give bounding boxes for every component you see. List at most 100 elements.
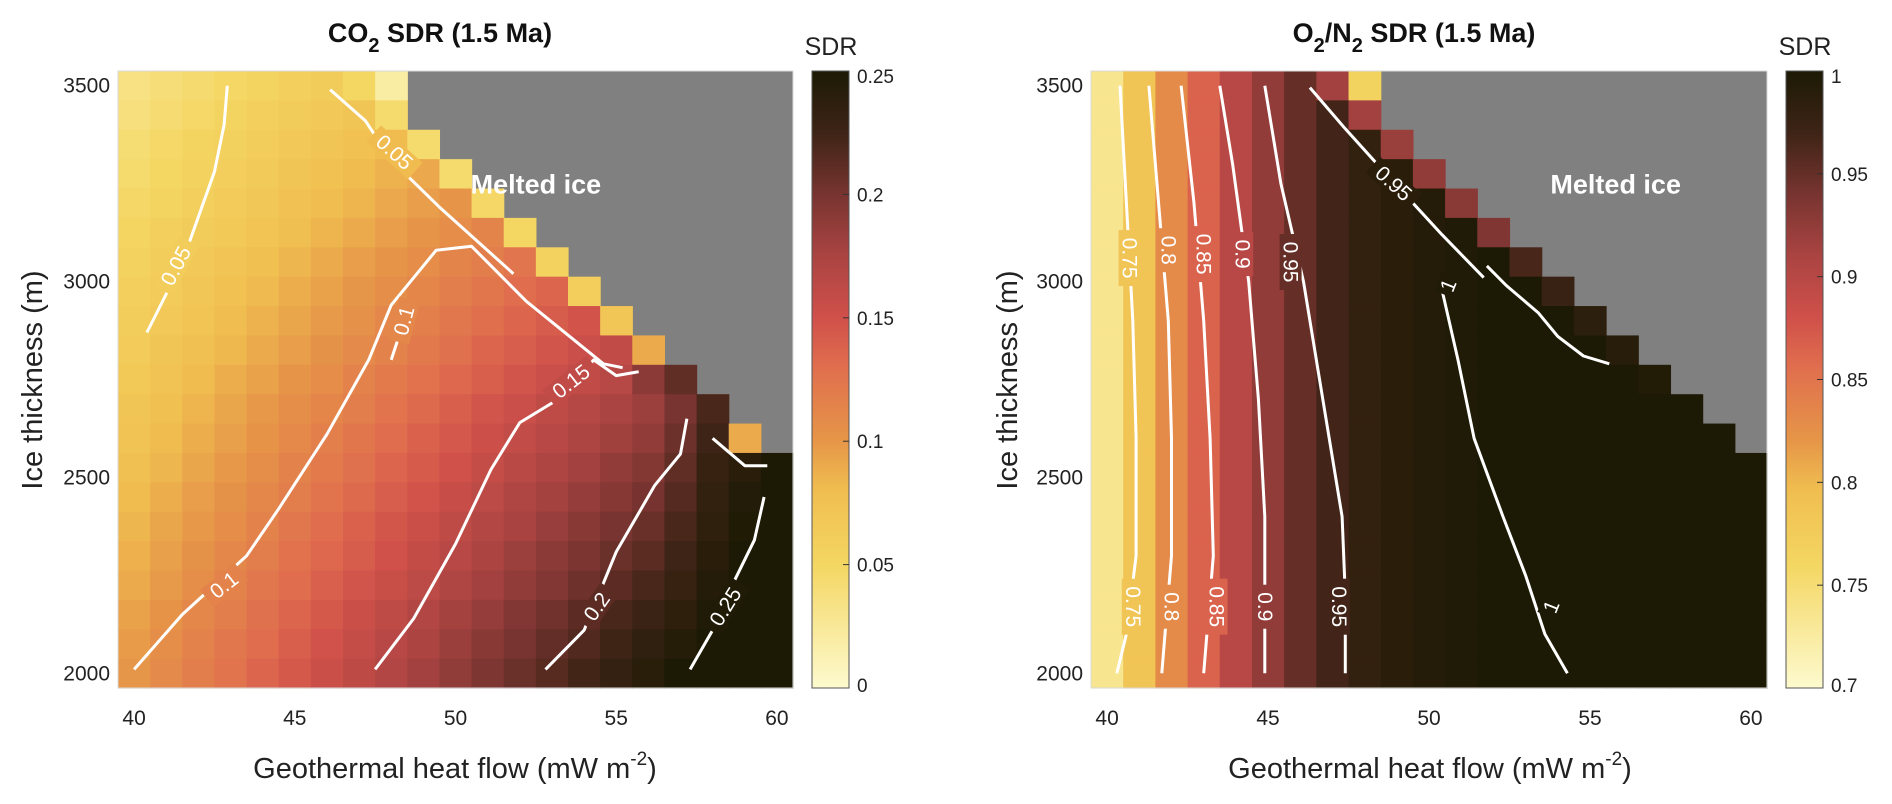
heatmap-cell xyxy=(214,423,248,454)
heatmap-cell xyxy=(1219,452,1253,483)
heatmap-cell xyxy=(1573,658,1607,689)
heatmap-cell xyxy=(1284,482,1317,513)
heatmap-cell xyxy=(503,217,537,248)
heatmap-cell xyxy=(375,364,408,395)
heatmap-cell xyxy=(150,599,183,630)
heatmap-cell xyxy=(1091,159,1124,190)
heatmap-cell xyxy=(1091,394,1124,425)
heatmap-cell xyxy=(310,599,344,630)
heatmap-cell xyxy=(1091,247,1124,278)
heatmap-cell xyxy=(632,364,666,395)
heatmap-cell xyxy=(1123,129,1156,160)
heatmap-cell xyxy=(118,364,151,395)
heatmap-cell xyxy=(664,570,698,601)
heatmap-cell xyxy=(1541,511,1575,542)
y-axis-label: Ice thickness (m) xyxy=(17,270,49,489)
contour-label-text: 0.9 xyxy=(1253,592,1276,621)
heatmap-cell xyxy=(1573,364,1607,395)
heatmap-cell xyxy=(1445,394,1478,425)
heatmap-cell xyxy=(1670,629,1704,660)
heatmap-cell xyxy=(150,71,183,101)
heatmap-cell xyxy=(1380,658,1414,689)
heatmap-cell xyxy=(343,188,376,219)
heatmap-cell xyxy=(503,452,537,483)
heatmap-cell xyxy=(568,452,601,483)
heatmap-cell xyxy=(696,511,730,542)
heatmap-cell xyxy=(1155,335,1189,366)
heatmap-cell xyxy=(1187,452,1221,483)
heatmap-cell xyxy=(246,276,280,307)
heatmap-cell xyxy=(1187,71,1221,101)
heatmap-cell xyxy=(246,100,280,131)
heatmap-cell xyxy=(1509,452,1543,483)
heatmap-cell xyxy=(600,394,633,425)
heatmap-cell xyxy=(214,100,248,131)
contour-label-gap xyxy=(1365,156,1422,211)
heatmap-cell xyxy=(1155,306,1189,337)
heatmap-cell xyxy=(407,394,441,425)
heatmap-cell xyxy=(1348,452,1382,483)
heatmap-cell xyxy=(1638,482,1672,513)
contour-label: 0.8 xyxy=(1160,584,1183,629)
heatmap-cell xyxy=(1670,423,1704,454)
contour-label-gap xyxy=(366,125,423,180)
heatmap-cell xyxy=(1670,570,1704,601)
heatmap-cell xyxy=(278,570,312,601)
heatmap-cell xyxy=(503,482,537,513)
heatmap-cell xyxy=(246,452,280,483)
heatmap-cell xyxy=(1477,276,1511,307)
heatmap-cell xyxy=(1541,335,1575,366)
heatmap-cell xyxy=(150,394,183,425)
heatmap-cell xyxy=(1284,599,1317,630)
heatmap-cell xyxy=(1445,188,1478,219)
heatmap-cell xyxy=(1091,100,1124,131)
heatmap-cell xyxy=(535,541,569,572)
plot-frame xyxy=(1090,70,1768,689)
heatmap-cell xyxy=(1541,394,1575,425)
heatmap-cell xyxy=(1251,188,1285,219)
heatmap-cell xyxy=(182,511,216,542)
heatmap-cell xyxy=(1541,276,1575,307)
heatmap-cell xyxy=(1219,364,1253,395)
heatmap-cell xyxy=(375,100,408,131)
heatmap-cell xyxy=(1284,541,1317,572)
contour-label-gap xyxy=(542,355,601,408)
heatmap-cell xyxy=(343,306,376,337)
heatmap-cell xyxy=(375,394,408,425)
heatmap-cell xyxy=(214,658,248,689)
contour-label-gap xyxy=(1157,228,1180,273)
heatmap-cell xyxy=(760,599,794,630)
heatmap-cell xyxy=(664,394,698,425)
heatmap-cell xyxy=(310,276,344,307)
heatmap-cell xyxy=(310,364,344,395)
contour-label-gap xyxy=(1121,578,1144,635)
colorbar-tick-label: 0.7 xyxy=(1831,676,1857,697)
heatmap-cell xyxy=(1445,658,1478,689)
heatmap-cell xyxy=(150,423,183,454)
heatmap-cell xyxy=(375,247,408,278)
heatmap-cell xyxy=(1606,658,1639,689)
heatmap-cell xyxy=(1477,599,1511,630)
heatmap-cell xyxy=(632,658,666,689)
heatmap-cell xyxy=(1251,629,1285,660)
heatmap-cell xyxy=(471,335,505,366)
contour-label-gap xyxy=(701,577,750,637)
heatmap-cell xyxy=(439,423,473,454)
heatmap-cell xyxy=(728,658,762,689)
heatmap-cell xyxy=(439,276,473,307)
heatmap-cell xyxy=(1251,306,1285,337)
heatmap-cell xyxy=(1348,364,1382,395)
heatmap-cell xyxy=(1123,482,1156,513)
heatmap-cell xyxy=(471,364,505,395)
heatmap-cell xyxy=(1219,129,1253,160)
heatmap-cell xyxy=(1380,452,1414,483)
contour-label: 0.85 xyxy=(1205,578,1228,635)
heatmap-cell xyxy=(600,423,633,454)
heatmap-cell xyxy=(1251,658,1285,689)
heatmap-cell xyxy=(1316,423,1350,454)
heatmap-cell xyxy=(1316,217,1350,248)
colorbar-tick-label: 0.15 xyxy=(857,309,894,330)
colorbar-gradient xyxy=(811,70,850,689)
heatmap-cell xyxy=(343,335,376,366)
contour-label-gap xyxy=(575,582,619,632)
